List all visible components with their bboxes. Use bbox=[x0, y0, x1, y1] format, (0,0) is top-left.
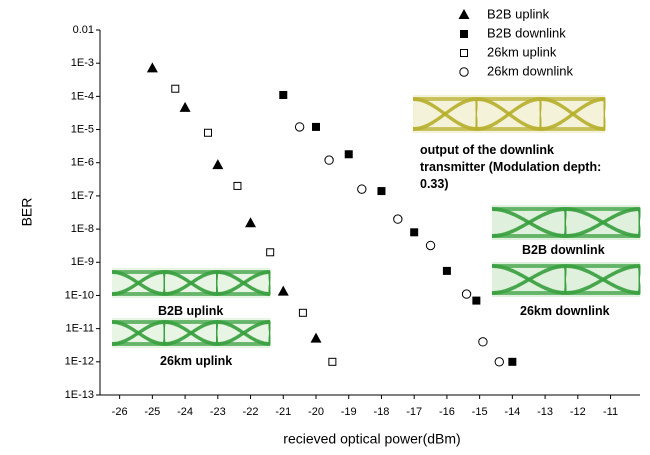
x-tick-label: -17 bbox=[406, 406, 422, 418]
legend-marker bbox=[459, 9, 470, 19]
y-tick-label: 1E-6 bbox=[71, 157, 94, 169]
data-point bbox=[279, 91, 287, 99]
data-point bbox=[295, 123, 303, 131]
annotation: 26km uplink bbox=[160, 353, 232, 370]
data-point bbox=[443, 267, 451, 275]
data-point bbox=[325, 156, 333, 164]
legend-marker bbox=[460, 30, 468, 38]
data-point bbox=[479, 338, 487, 346]
annotation: output of the downlink transmitter (Modu… bbox=[420, 142, 620, 193]
x-tick-label: -11 bbox=[603, 406, 618, 418]
x-tick-label: -19 bbox=[341, 406, 357, 418]
legend-marker bbox=[461, 50, 468, 57]
data-point bbox=[345, 150, 353, 158]
y-tick-label: 1E-4 bbox=[71, 90, 94, 102]
data-point bbox=[426, 241, 434, 249]
data-point bbox=[205, 129, 212, 136]
y-tick-label: 1E-11 bbox=[65, 323, 94, 335]
x-tick-label: -22 bbox=[243, 406, 259, 418]
legend-marker bbox=[460, 68, 468, 76]
data-point bbox=[267, 249, 274, 256]
data-point bbox=[172, 85, 179, 92]
y-axis-label: BER bbox=[19, 198, 35, 227]
data-point bbox=[329, 358, 336, 365]
chart: recieved optical power(dBm) BER 0.01 1E-3… bbox=[0, 0, 650, 455]
data-point bbox=[312, 123, 320, 131]
data-point bbox=[394, 215, 402, 223]
y-tick-label: 1E-7 bbox=[71, 190, 94, 202]
data-point bbox=[462, 290, 470, 298]
y-tick-label: 1E-3 bbox=[71, 57, 94, 69]
legend-label: 26km downlink bbox=[487, 63, 573, 78]
y-tick-label: 0.01 bbox=[73, 24, 94, 36]
x-tick-label: -13 bbox=[537, 406, 553, 418]
x-tick-label: -20 bbox=[308, 406, 324, 418]
data-point bbox=[472, 297, 480, 305]
data-point bbox=[180, 102, 191, 112]
x-axis-label: recieved optical power(dBm) bbox=[283, 431, 460, 447]
x-tick-label: -23 bbox=[210, 406, 226, 418]
x-tick-label: -21 bbox=[275, 406, 291, 418]
data-point bbox=[212, 159, 223, 169]
data-point bbox=[147, 62, 158, 72]
data-point bbox=[495, 358, 503, 366]
x-tick-label: -25 bbox=[144, 406, 160, 418]
data-point bbox=[508, 358, 516, 366]
y-tick-label: 1E-13 bbox=[65, 389, 94, 401]
x-tick-label: -15 bbox=[472, 406, 488, 418]
y-tick-label: 1E-8 bbox=[71, 223, 94, 235]
y-tick-label: 1E-12 bbox=[65, 356, 94, 368]
x-tick-label: -14 bbox=[504, 406, 520, 418]
x-tick-label: -12 bbox=[570, 406, 586, 418]
legend-label: B2B downlink bbox=[487, 25, 566, 40]
data-point bbox=[410, 228, 418, 236]
x-tick-label: -24 bbox=[177, 406, 193, 418]
page: recieved optical power(dBm) BER 0.01 1E-3… bbox=[0, 0, 650, 455]
data-point bbox=[311, 333, 322, 343]
y-tick-label: 1E-9 bbox=[71, 256, 94, 268]
data-point bbox=[245, 217, 256, 227]
data-point bbox=[299, 309, 306, 316]
y-tick-label: 1E-5 bbox=[71, 123, 94, 135]
y-tick-label: 1E-10 bbox=[65, 289, 94, 301]
data-point bbox=[377, 187, 385, 195]
legend-label: B2B uplink bbox=[487, 6, 550, 21]
annotation: B2B downlink bbox=[522, 242, 605, 259]
x-tick-label: -18 bbox=[374, 406, 390, 418]
data-point bbox=[278, 286, 289, 296]
annotation: 26km downlink bbox=[520, 303, 610, 320]
x-tick-label: -16 bbox=[439, 406, 455, 418]
data-point bbox=[234, 182, 241, 189]
data-point bbox=[358, 185, 366, 193]
annotation: B2B uplink bbox=[158, 303, 223, 320]
x-tick-label: -26 bbox=[112, 406, 128, 418]
legend-label: 26km uplink bbox=[487, 44, 557, 59]
